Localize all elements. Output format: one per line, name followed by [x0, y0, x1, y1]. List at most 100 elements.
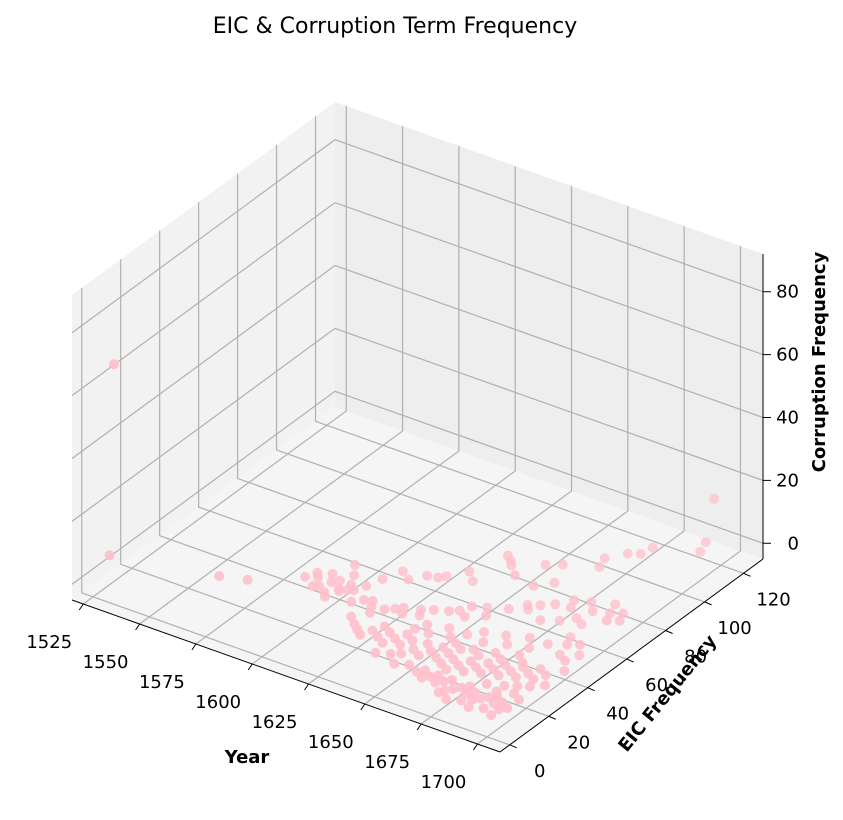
z-grid-line [71, 139, 764, 334]
data-point [473, 650, 484, 661]
data-point [467, 576, 478, 587]
data-point [458, 666, 469, 677]
data-point [327, 568, 338, 579]
y-tick-mark [509, 744, 517, 749]
data-point [407, 635, 418, 646]
y-tick-label: 100 [717, 618, 751, 639]
y-grid-line [81, 287, 510, 746]
data-point [109, 359, 119, 370]
data-point [514, 650, 525, 661]
data-point [441, 664, 452, 675]
y-tick-label: 40 [606, 704, 629, 725]
z-tick-label: 20 [776, 470, 799, 491]
x-tick-label: 1550 [83, 652, 129, 673]
data-point [709, 493, 720, 504]
grid-lines [71, 106, 764, 746]
data-point [502, 703, 513, 714]
data-point [525, 681, 536, 692]
data-point [456, 695, 467, 706]
data-point [700, 537, 711, 548]
y-grid-line [314, 116, 744, 574]
y-tick-mark [665, 630, 673, 634]
data-point [542, 639, 553, 650]
data-point [414, 610, 425, 621]
x-tick-mark [360, 703, 366, 711]
data-point [493, 704, 504, 715]
data-point [395, 639, 405, 650]
data-point [565, 602, 576, 613]
data-point [586, 597, 597, 608]
y-tick-mark [626, 658, 634, 663]
data-point [535, 615, 546, 626]
z-tick-label: 80 [776, 282, 799, 303]
data-point [549, 577, 560, 588]
z-axis-label: Corruption Frequency [809, 251, 830, 472]
data-point [346, 596, 357, 607]
x-axis-label: Year [224, 747, 270, 768]
data-point [481, 610, 492, 621]
z-tick-label: 60 [776, 345, 799, 366]
data-point [377, 574, 388, 584]
data-point [550, 599, 561, 610]
data-point [370, 647, 381, 658]
data-point [540, 559, 551, 570]
z-grid-line [71, 390, 764, 585]
data-point [499, 680, 510, 691]
x-tick-mark [191, 643, 197, 651]
data-point [326, 577, 337, 588]
y-tick-label: 60 [645, 675, 668, 696]
data-point [242, 574, 253, 585]
left-pane [72, 102, 335, 600]
data-point [455, 644, 466, 655]
data-point [428, 604, 439, 615]
data-point [334, 575, 345, 586]
data-point [506, 560, 517, 571]
data-point [523, 604, 534, 615]
z-grid-line [71, 201, 764, 397]
data-point [379, 604, 390, 615]
data-point [410, 623, 420, 634]
y-tick-mark [587, 687, 595, 692]
data-point [481, 678, 492, 689]
x-tick-mark [416, 723, 422, 731]
data-point [475, 693, 486, 704]
z-tick-label: 40 [776, 408, 799, 429]
data-point [342, 584, 353, 595]
axis-lines [71, 254, 771, 753]
data-point [433, 687, 444, 698]
data-point [476, 668, 487, 679]
data-point [622, 548, 633, 559]
data-point [307, 581, 318, 591]
x-tick-label: 1575 [139, 672, 185, 693]
data-point [346, 611, 357, 622]
data-point [576, 619, 587, 630]
data-point [441, 571, 452, 582]
data-point [509, 570, 520, 581]
data-point [493, 670, 504, 681]
x-tick-label: 1600 [195, 692, 241, 713]
data-point [557, 559, 568, 570]
data-point [503, 604, 514, 614]
data-point [510, 672, 521, 683]
data-point [614, 615, 625, 626]
data-point [422, 570, 433, 581]
data-point [319, 591, 330, 602]
data-point [377, 637, 388, 648]
data-point [635, 548, 646, 559]
data-point [430, 677, 441, 688]
data-point [695, 546, 706, 557]
data-point [300, 571, 311, 582]
data-point [396, 648, 407, 659]
data-point [416, 672, 427, 683]
y-axis-line [499, 558, 764, 753]
data-point [397, 608, 408, 619]
data-point [524, 643, 535, 653]
data-point [486, 710, 497, 721]
data-point [433, 572, 443, 583]
data-point [334, 586, 345, 597]
data-point [559, 666, 570, 677]
data-point [358, 594, 369, 605]
x-tick-mark [78, 603, 84, 611]
x-tick-mark [473, 743, 478, 751]
data-point [539, 680, 550, 691]
